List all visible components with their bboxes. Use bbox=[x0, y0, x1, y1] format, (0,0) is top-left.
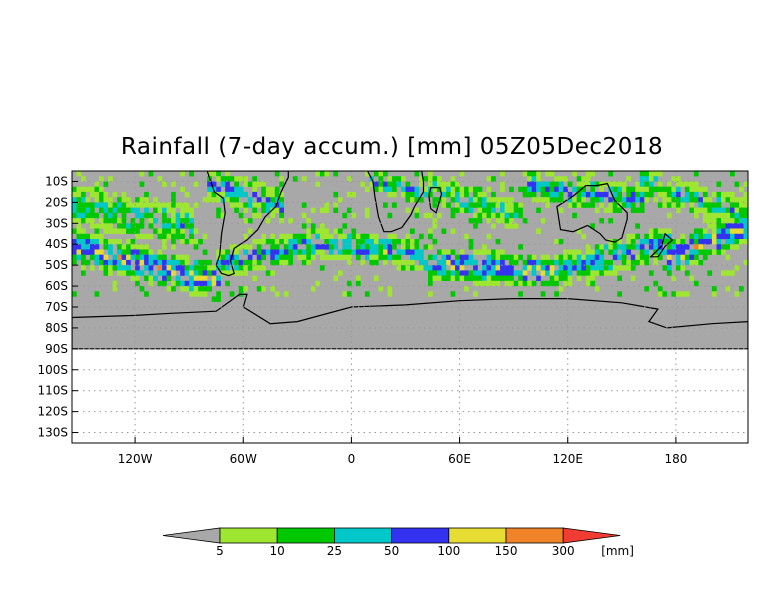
colorbar-level-label: 10 bbox=[270, 544, 285, 558]
antarctica-coast bbox=[72, 293, 748, 350]
colorbar-level-label: 50 bbox=[384, 544, 399, 558]
colorbar-segment bbox=[391, 527, 450, 544]
colorbar-segment bbox=[276, 527, 335, 544]
y-tick-label: 40S bbox=[45, 237, 68, 251]
colorbar-level-label: 5 bbox=[216, 544, 224, 558]
coastlines bbox=[72, 171, 748, 350]
australia-coast bbox=[556, 182, 628, 243]
colorbar-segment bbox=[333, 527, 392, 544]
colorbar-level-label: 150 bbox=[495, 544, 518, 558]
rainfall-field bbox=[72, 171, 748, 302]
colorbar-lower-arrow bbox=[162, 527, 221, 544]
madagascar-coast bbox=[428, 187, 443, 214]
south-america-coast bbox=[206, 171, 289, 277]
colorbar: 5 10 25 50 100 150 300 [mm] bbox=[162, 527, 634, 558]
x-tick-label: 120W bbox=[118, 452, 153, 466]
colorbar-segment bbox=[219, 527, 278, 544]
y-tick-label: 20S bbox=[45, 195, 68, 209]
y-tick-label: 110S bbox=[37, 384, 68, 398]
y-tick-label: 50S bbox=[45, 258, 68, 272]
x-tick-label: 120E bbox=[552, 452, 583, 466]
colorbar-level-label: 25 bbox=[327, 544, 342, 558]
y-tick-label: 130S bbox=[37, 426, 68, 440]
x-tick-label: 0 bbox=[348, 452, 356, 466]
africa-coast bbox=[366, 171, 425, 233]
colorbar-unit-label: [mm] bbox=[601, 544, 634, 558]
longitude-axis: 120W 60W 0 60E 120E 180 bbox=[118, 437, 687, 466]
latitude-axis: 10S 20S 30S 40S 50S 60S 70S 80S 90S 100S 110S 120S 1… bbox=[37, 174, 78, 440]
new-zealand-coast bbox=[649, 232, 674, 258]
colorbar-segment bbox=[505, 527, 564, 544]
y-tick-label: 30S bbox=[45, 216, 68, 230]
x-tick-label: 60W bbox=[230, 452, 257, 466]
map-title: Rainfall (7-day accum.) [mm] 05Z05Dec201… bbox=[120, 134, 664, 160]
y-tick-label: 70S bbox=[45, 300, 68, 314]
grid-lines bbox=[72, 171, 748, 443]
x-tick-label: 180 bbox=[664, 452, 687, 466]
y-tick-label: 100S bbox=[37, 363, 68, 377]
colorbar-level-label: 300 bbox=[552, 544, 575, 558]
y-tick-label: 120S bbox=[37, 405, 68, 419]
colorbar-segment bbox=[448, 527, 507, 544]
colorbar-level-label: 100 bbox=[437, 544, 460, 558]
y-tick-label: 90S bbox=[45, 342, 68, 356]
y-tick-label: 60S bbox=[45, 279, 68, 293]
colorbar-upper-arrow bbox=[562, 527, 621, 544]
y-tick-label: 80S bbox=[45, 321, 68, 335]
y-tick-label: 10S bbox=[45, 174, 68, 188]
x-tick-label: 60E bbox=[448, 452, 471, 466]
map-plot-area: 10S 20S 30S 40S 50S 60S 70S 80S 90S 100S 110S 120S 1… bbox=[37, 170, 749, 466]
